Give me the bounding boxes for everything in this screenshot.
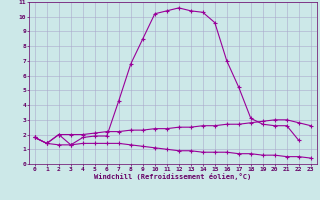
X-axis label: Windchill (Refroidissement éolien,°C): Windchill (Refroidissement éolien,°C) <box>94 173 252 180</box>
